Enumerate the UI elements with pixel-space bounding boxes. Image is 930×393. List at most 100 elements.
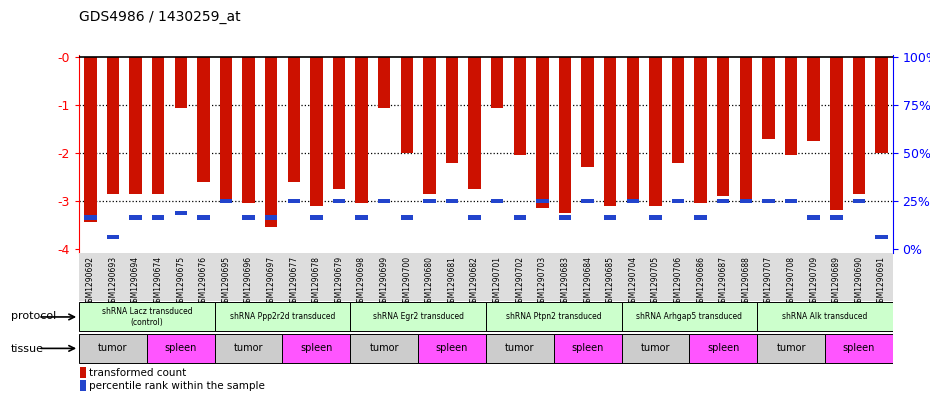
Bar bbox=[695, 57, 707, 203]
Bar bbox=[621, 253, 644, 301]
Bar bbox=[807, 57, 820, 141]
Bar bbox=[355, 57, 368, 203]
Bar bbox=[763, 57, 775, 139]
Bar bbox=[649, 215, 661, 220]
Bar bbox=[599, 253, 621, 301]
Bar bbox=[577, 253, 599, 301]
Bar bbox=[803, 253, 825, 301]
Bar bbox=[80, 367, 86, 378]
Text: GSM1290676: GSM1290676 bbox=[199, 256, 208, 307]
Text: spleen: spleen bbox=[571, 343, 604, 353]
Bar bbox=[219, 199, 232, 203]
Bar bbox=[739, 199, 752, 203]
Text: GSM1290698: GSM1290698 bbox=[357, 256, 366, 307]
Text: GSM1290685: GSM1290685 bbox=[605, 256, 615, 307]
Text: spleen: spleen bbox=[165, 343, 197, 353]
FancyBboxPatch shape bbox=[485, 303, 621, 331]
Text: GSM1290689: GSM1290689 bbox=[831, 256, 841, 307]
Text: GSM1290699: GSM1290699 bbox=[379, 256, 389, 307]
Bar bbox=[485, 253, 509, 301]
Text: GSM1290675: GSM1290675 bbox=[177, 256, 185, 307]
Bar bbox=[537, 199, 549, 203]
Bar bbox=[327, 253, 351, 301]
Bar bbox=[604, 57, 617, 206]
Bar bbox=[553, 253, 577, 301]
Text: GSM1290705: GSM1290705 bbox=[651, 256, 660, 307]
Text: shRNA Lacz transduced
(control): shRNA Lacz transduced (control) bbox=[101, 307, 193, 327]
Bar bbox=[283, 253, 305, 301]
Bar bbox=[870, 253, 893, 301]
FancyBboxPatch shape bbox=[79, 303, 215, 331]
Bar bbox=[627, 199, 639, 203]
Bar bbox=[644, 253, 667, 301]
Bar bbox=[853, 199, 865, 203]
FancyBboxPatch shape bbox=[79, 334, 147, 363]
Bar bbox=[215, 253, 237, 301]
Text: percentile rank within the sample: percentile rank within the sample bbox=[89, 380, 265, 391]
Bar bbox=[739, 57, 752, 201]
Bar bbox=[355, 215, 368, 220]
Text: GSM1290680: GSM1290680 bbox=[425, 256, 434, 307]
Bar bbox=[830, 57, 843, 210]
Text: GSM1290683: GSM1290683 bbox=[561, 256, 569, 307]
Text: GSM1290691: GSM1290691 bbox=[877, 256, 886, 307]
Bar bbox=[825, 253, 847, 301]
Text: spleen: spleen bbox=[300, 343, 333, 353]
FancyBboxPatch shape bbox=[757, 334, 825, 363]
Bar bbox=[101, 253, 125, 301]
Bar bbox=[671, 57, 684, 163]
Text: tumor: tumor bbox=[369, 343, 399, 353]
Text: GSM1290678: GSM1290678 bbox=[312, 256, 321, 307]
Bar bbox=[305, 253, 327, 301]
Text: tissue: tissue bbox=[11, 343, 44, 354]
Bar bbox=[717, 57, 729, 196]
FancyBboxPatch shape bbox=[215, 303, 351, 331]
Bar bbox=[695, 215, 707, 220]
Bar bbox=[537, 57, 549, 208]
Bar bbox=[689, 253, 712, 301]
Bar bbox=[463, 253, 485, 301]
Text: GSM1290700: GSM1290700 bbox=[403, 256, 411, 307]
Bar bbox=[667, 253, 689, 301]
Text: GSM1290706: GSM1290706 bbox=[673, 256, 683, 307]
Bar bbox=[559, 57, 571, 213]
Bar bbox=[717, 199, 729, 203]
Bar bbox=[649, 57, 661, 206]
Bar bbox=[125, 253, 147, 301]
Text: tumor: tumor bbox=[641, 343, 671, 353]
Bar bbox=[513, 57, 526, 156]
Bar bbox=[107, 235, 119, 239]
Bar bbox=[169, 253, 193, 301]
Bar bbox=[333, 199, 345, 203]
FancyBboxPatch shape bbox=[621, 303, 757, 331]
Bar bbox=[243, 57, 255, 203]
Bar bbox=[175, 211, 187, 215]
Bar bbox=[197, 57, 209, 182]
FancyBboxPatch shape bbox=[757, 303, 893, 331]
Bar bbox=[423, 199, 435, 203]
Text: GSM1290704: GSM1290704 bbox=[629, 256, 637, 307]
Bar bbox=[265, 215, 277, 220]
Text: GSM1290697: GSM1290697 bbox=[267, 256, 275, 307]
Bar bbox=[219, 57, 232, 201]
Text: GSM1290692: GSM1290692 bbox=[86, 256, 95, 307]
Text: GSM1290684: GSM1290684 bbox=[583, 256, 592, 307]
Bar bbox=[445, 57, 458, 163]
FancyBboxPatch shape bbox=[418, 334, 485, 363]
Bar bbox=[129, 57, 141, 194]
FancyBboxPatch shape bbox=[689, 334, 757, 363]
Bar bbox=[423, 57, 435, 194]
Text: GDS4986 / 1430259_at: GDS4986 / 1430259_at bbox=[79, 10, 241, 24]
Text: tumor: tumor bbox=[777, 343, 805, 353]
Bar bbox=[351, 253, 373, 301]
Bar bbox=[785, 57, 797, 156]
Text: transformed count: transformed count bbox=[89, 367, 186, 378]
FancyBboxPatch shape bbox=[553, 334, 621, 363]
Bar bbox=[469, 215, 481, 220]
Bar bbox=[735, 253, 757, 301]
FancyBboxPatch shape bbox=[215, 334, 283, 363]
Bar bbox=[193, 253, 215, 301]
Bar bbox=[513, 215, 526, 220]
Bar bbox=[259, 253, 283, 301]
Text: tumor: tumor bbox=[505, 343, 535, 353]
